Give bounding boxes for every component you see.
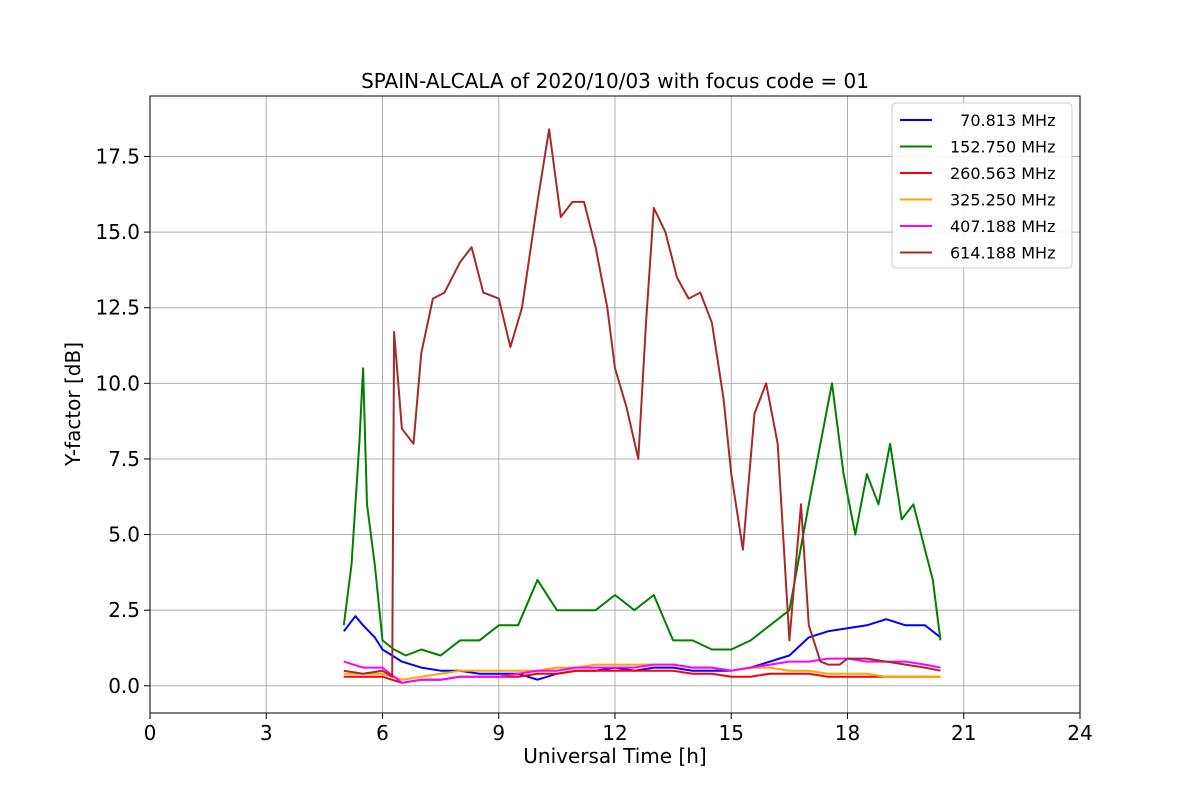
y-axis-label: Y-factor [dB] xyxy=(61,342,85,467)
y-tick-label: 12.5 xyxy=(95,296,140,320)
y-tick-label: 2.5 xyxy=(108,598,140,622)
y-tick-label: 17.5 xyxy=(95,144,140,168)
series-line-5 xyxy=(343,128,941,678)
x-tick-label: 21 xyxy=(951,721,976,745)
legend-label: 407.188 MHz xyxy=(950,217,1055,236)
x-tick-label: 15 xyxy=(719,721,744,745)
x-axis-label: Universal Time [h] xyxy=(523,744,706,768)
legend-label: 70.813 MHz xyxy=(950,111,1055,130)
y-tick-label: 0.0 xyxy=(108,674,140,698)
legend: 70.813 MHz 152.750 MHz 260.563 MHz 325.250 … xyxy=(891,102,1073,269)
legend-label: 614.188 MHz xyxy=(950,244,1055,263)
y-tick-label: 7.5 xyxy=(108,447,140,471)
legend-label: 325.250 MHz xyxy=(950,191,1055,210)
legend-label: 260.563 MHz xyxy=(950,164,1055,183)
series-line-3 xyxy=(343,663,941,681)
chart-title: SPAIN-ALCALA of 2020/10/03 with focus co… xyxy=(361,69,869,93)
x-tick-label: 18 xyxy=(835,721,860,745)
y-tick-label: 5.0 xyxy=(108,523,140,547)
legend-label: 152.750 MHz xyxy=(950,138,1055,157)
x-tick-label: 24 xyxy=(1067,721,1092,745)
series-line-0 xyxy=(343,615,942,681)
x-tick-label: 9 xyxy=(492,721,505,745)
y-tick-label: 15.0 xyxy=(95,220,140,244)
x-ticks: 0 3 6 9 12 15 18 21 24 xyxy=(144,713,1093,745)
legend-box xyxy=(891,102,1073,269)
x-tick-label: 3 xyxy=(260,721,273,745)
legend-entries: 70.813 MHz 152.750 MHz 260.563 MHz 325.250 … xyxy=(900,111,1055,263)
series-line-4 xyxy=(343,657,941,684)
y-tick-label: 10.0 xyxy=(95,371,140,395)
x-tick-label: 6 xyxy=(376,721,389,745)
y-ticks: 0.0 2.5 5.0 7.5 10.0 12.5 15.0 17.5 xyxy=(95,144,150,698)
x-tick-label: 12 xyxy=(602,721,627,745)
x-tick-label: 0 xyxy=(144,721,157,745)
series-layer xyxy=(342,128,942,684)
